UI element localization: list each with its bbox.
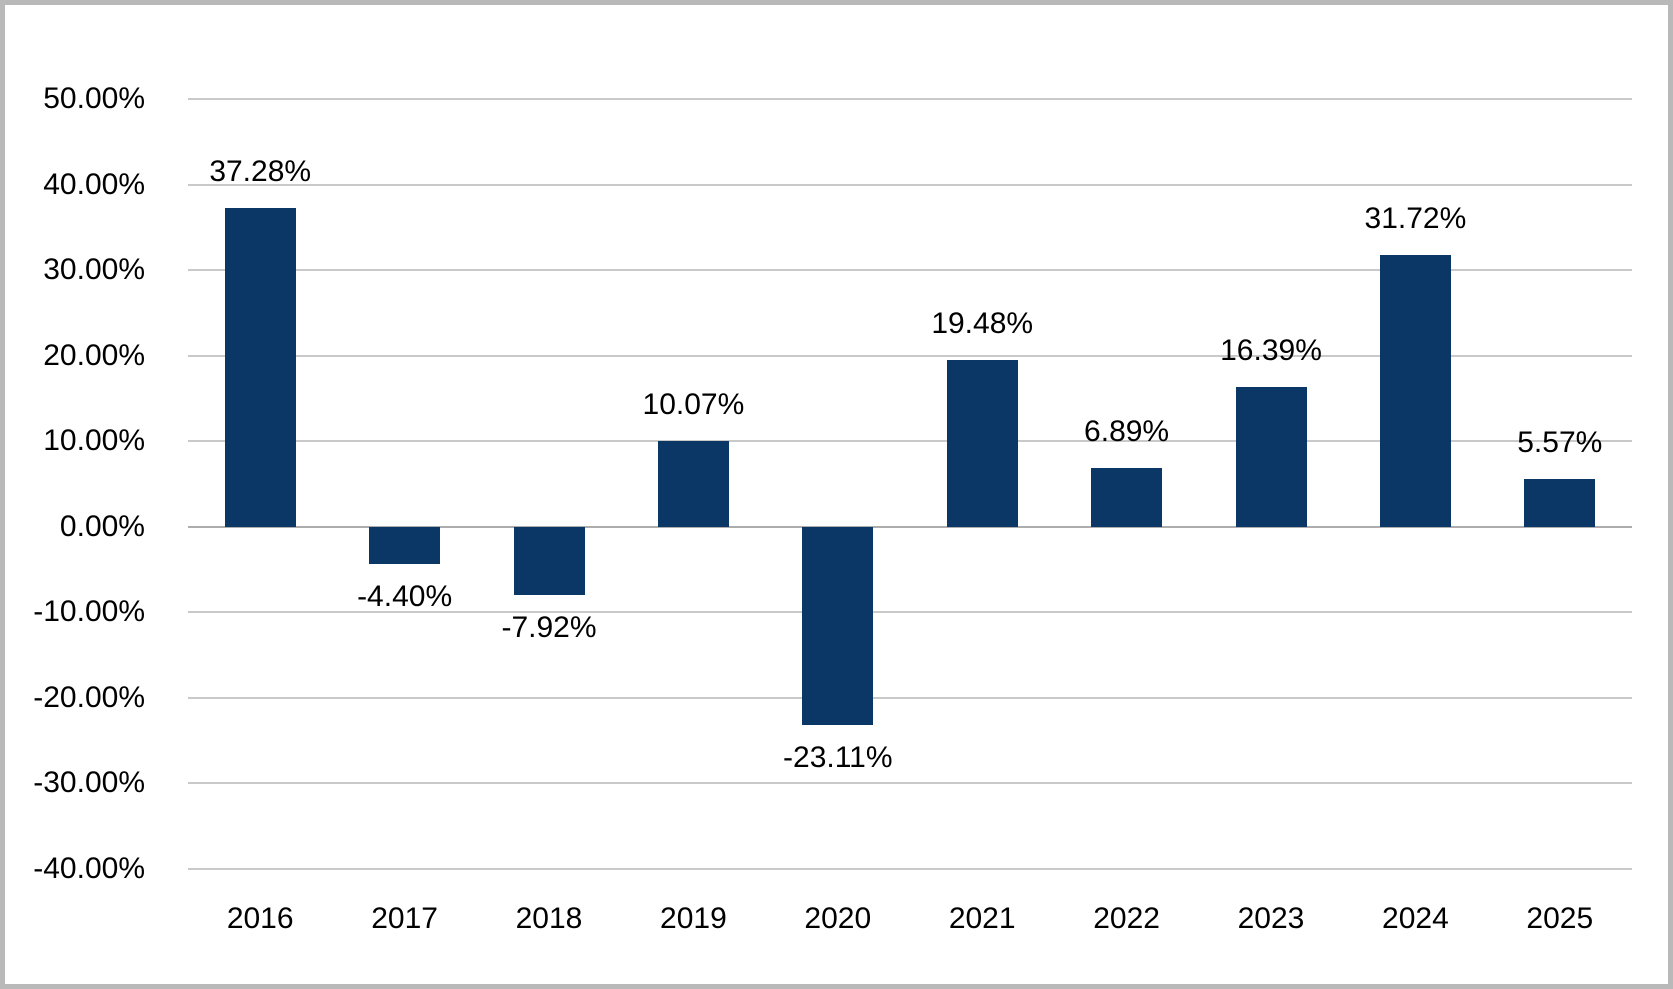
y-axis-tick-label: 0.00% bbox=[59, 509, 145, 543]
bar-2021 bbox=[946, 360, 1018, 527]
gridline bbox=[188, 611, 1632, 614]
y-axis-tick-label: 30.00% bbox=[43, 253, 145, 287]
data-label-2019: 10.07% bbox=[642, 387, 745, 421]
y-axis-tick-label: 10.00% bbox=[43, 424, 145, 458]
data-label-2022: 6.89% bbox=[1084, 414, 1170, 448]
data-label-2021: 19.48% bbox=[931, 307, 1034, 341]
data-label-2024: 31.72% bbox=[1364, 202, 1467, 236]
data-label-2020: -23.11% bbox=[783, 740, 893, 774]
x-axis-tick-label-2019: 2019 bbox=[660, 902, 727, 935]
data-label-2025: 5.57% bbox=[1517, 426, 1603, 460]
x-axis-tick-label-2016: 2016 bbox=[226, 902, 294, 935]
bar-2018 bbox=[513, 526, 585, 595]
x-axis-tick-label-2024: 2024 bbox=[1382, 902, 1449, 935]
bar-2019 bbox=[657, 440, 729, 527]
gridline bbox=[188, 269, 1632, 272]
bar-2024 bbox=[1379, 255, 1451, 527]
gridline bbox=[188, 354, 1632, 357]
y-axis-tick-label: -40.00% bbox=[33, 852, 145, 886]
gridline bbox=[188, 440, 1632, 443]
data-label-2016: 37.28% bbox=[209, 154, 312, 188]
bar-chart-plot-area: 50.00% 40.00% 30.00% 20.00% 10.00% 0.00% -10.0… bbox=[5, 5, 1668, 984]
x-axis-tick-label-2017: 2017 bbox=[371, 902, 438, 935]
y-axis-tick-label: 20.00% bbox=[43, 338, 145, 372]
bar-2022 bbox=[1091, 467, 1163, 527]
x-axis-tick-label-2023: 2023 bbox=[1237, 902, 1305, 935]
x-axis-tick-label-2021: 2021 bbox=[948, 902, 1016, 935]
bar-2016 bbox=[224, 207, 296, 527]
data-label-2023: 16.39% bbox=[1220, 333, 1322, 367]
bar-2025 bbox=[1524, 479, 1596, 527]
x-axis-tick-label-2020: 2020 bbox=[804, 902, 872, 935]
data-label-2018: -7.92% bbox=[501, 610, 597, 644]
y-axis-tick-label: -30.00% bbox=[33, 766, 145, 800]
x-axis-tick-label-2022: 2022 bbox=[1093, 902, 1160, 935]
data-label-2017: -4.40% bbox=[357, 580, 453, 614]
bar-2023 bbox=[1235, 386, 1307, 527]
gridline bbox=[188, 98, 1632, 100]
y-axis-tick-label: -10.00% bbox=[33, 595, 145, 629]
zero-axis-line bbox=[188, 525, 1632, 528]
gridline bbox=[188, 696, 1632, 699]
y-axis-tick-label: -20.00% bbox=[33, 680, 145, 714]
y-axis-tick-label: 40.00% bbox=[43, 167, 145, 201]
gridline bbox=[188, 782, 1632, 785]
bar-2020 bbox=[802, 526, 874, 725]
gridline bbox=[188, 183, 1632, 186]
y-axis-tick-label: 50.00% bbox=[43, 82, 145, 115]
gridline bbox=[188, 868, 1632, 871]
x-axis-tick-label-2018: 2018 bbox=[515, 902, 583, 935]
bar-2017 bbox=[369, 526, 441, 565]
x-axis-tick-label-2025: 2025 bbox=[1526, 902, 1594, 935]
